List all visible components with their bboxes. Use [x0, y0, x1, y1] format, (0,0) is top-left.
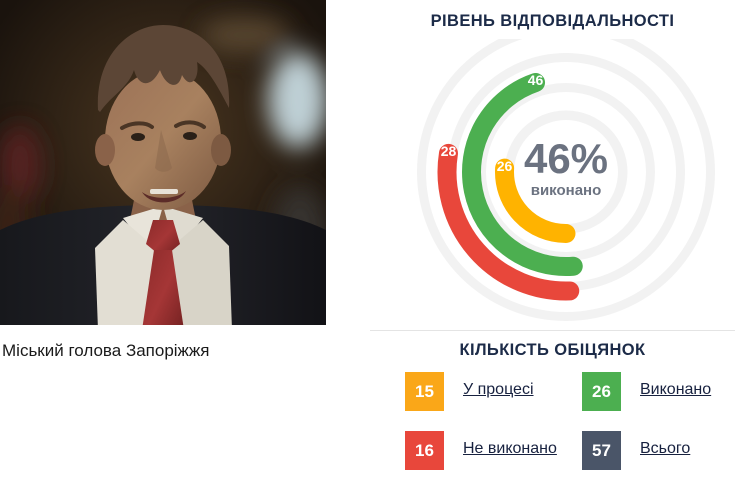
- svg-text:28: 28: [441, 143, 457, 159]
- svg-text:виконано: виконано: [531, 182, 602, 199]
- svg-text:46%: 46%: [524, 135, 608, 182]
- svg-text:26: 26: [497, 158, 513, 174]
- svg-text:46: 46: [528, 72, 544, 88]
